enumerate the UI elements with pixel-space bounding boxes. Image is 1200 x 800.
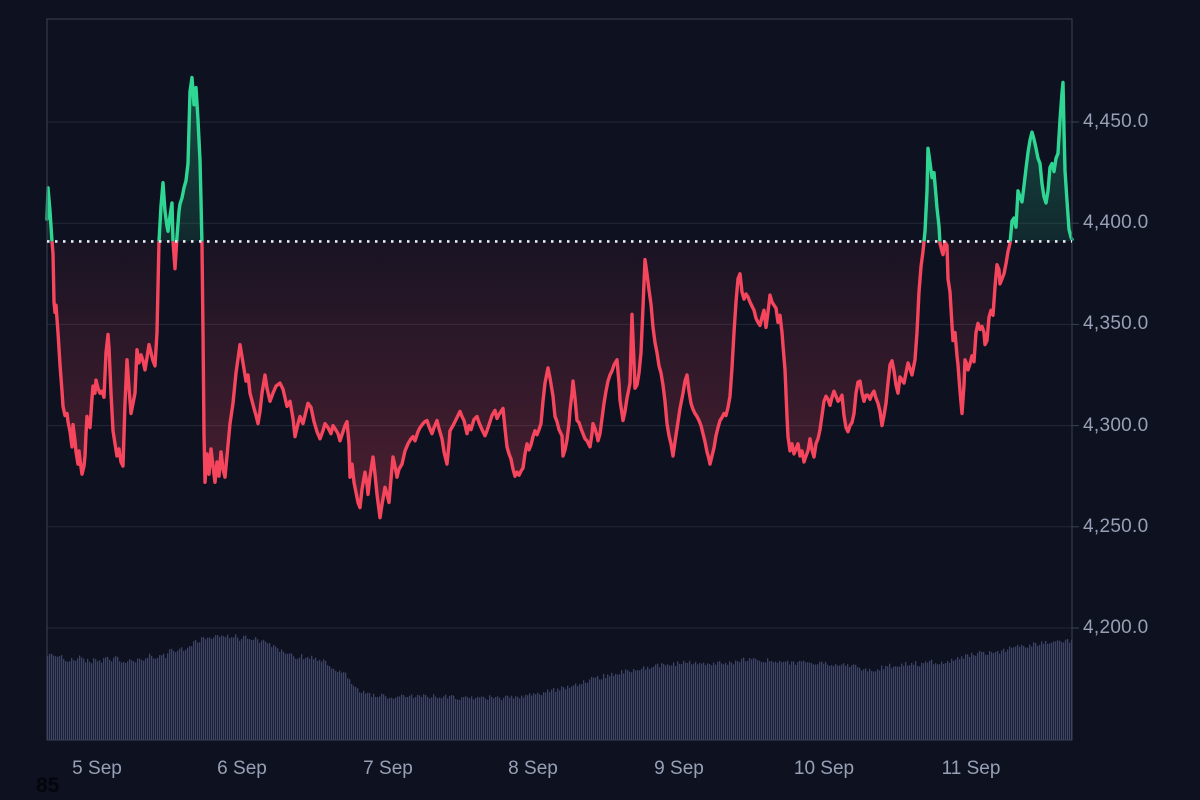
- x-axis-label: 5 Sep: [72, 758, 122, 779]
- x-axis-label: 11 Sep: [941, 758, 1001, 779]
- y-axis-label: 4,400.0: [1083, 212, 1149, 233]
- x-axis-label: 10 Sep: [793, 758, 855, 779]
- y-axis-label: 4,300.0: [1083, 415, 1149, 436]
- x-axis-label: 9 Sep: [654, 758, 704, 779]
- y-axis-label: 4,350.0: [1083, 313, 1149, 334]
- x-axis-label: 7 Sep: [363, 758, 413, 779]
- bottom-left-stray-text: 85: [36, 774, 60, 797]
- y-axis-label: 4,200.0: [1083, 617, 1149, 638]
- y-axis-label: 4,250.0: [1083, 516, 1149, 537]
- x-axis-label: 8 Sep: [508, 758, 558, 779]
- y-axis-label: 4,450.0: [1083, 111, 1149, 132]
- x-axis-label: 6 Sep: [217, 758, 267, 779]
